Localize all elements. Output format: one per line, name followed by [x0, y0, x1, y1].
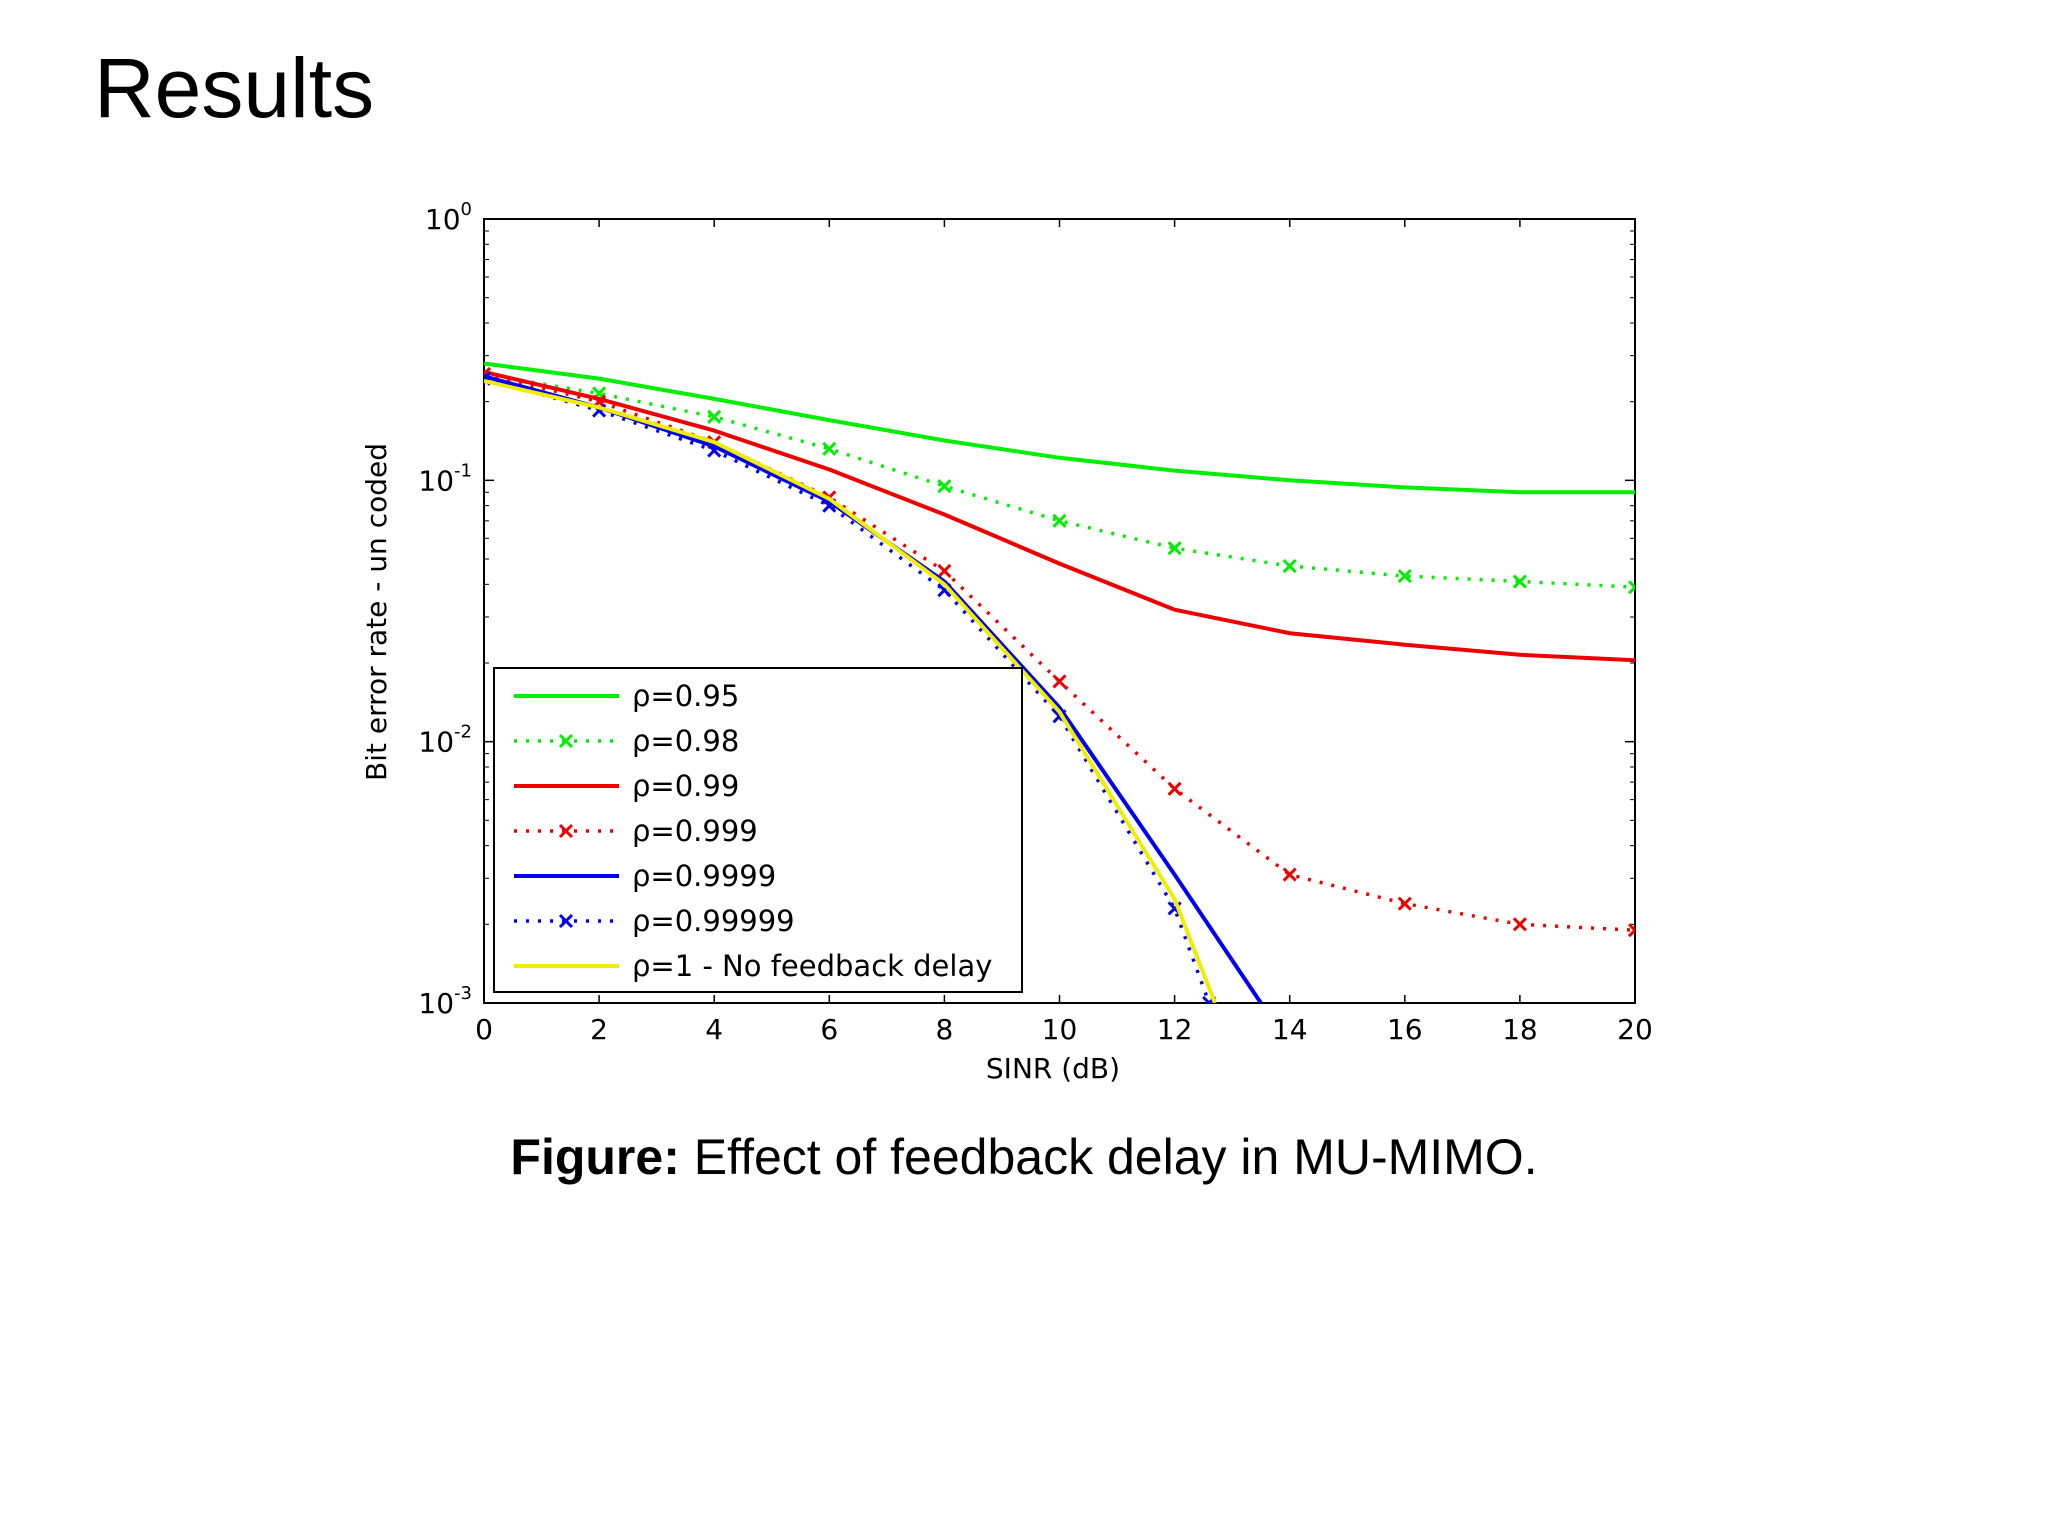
caption-text: Effect of feedback delay in MU-MIMO. — [679, 1129, 1538, 1185]
legend-label: ρ=1 - No feedback delay — [632, 949, 992, 983]
series-marker-3 — [1512, 917, 1527, 932]
legend-box — [493, 667, 1023, 993]
series-marker-1 — [822, 441, 837, 456]
series-marker-1 — [937, 479, 952, 494]
series-marker-3 — [1627, 923, 1635, 938]
series-group — [484, 361, 1635, 1003]
slide-title: Results — [94, 41, 375, 135]
series-line-6 — [484, 379, 1217, 1003]
legend-label: ρ=0.95 — [632, 679, 739, 713]
series-marker-3 — [937, 563, 952, 579]
series-marker-3 — [1397, 896, 1412, 911]
x-tick-label: 18 — [1502, 1013, 1538, 1046]
legend-label: ρ=0.98 — [632, 724, 739, 758]
series-marker-3 — [1167, 781, 1182, 796]
legend-label: ρ=0.99 — [632, 769, 739, 803]
series-marker-1 — [1282, 558, 1297, 574]
x-tick-label: 14 — [1272, 1013, 1308, 1046]
series-marker-1 — [1512, 574, 1527, 589]
legend: ρ=0.95 ρ=0.98 ρ=0.99 ρ=0.999 ρ=0.9999 ρ=0.999… — [493, 667, 1023, 993]
y-tick-label: 10-2 — [418, 722, 472, 759]
x-tick-label: 10 — [1042, 1013, 1078, 1046]
series-marker-1 — [1167, 541, 1182, 556]
x-tick-label: 6 — [820, 1013, 838, 1046]
x-tick-label: 12 — [1157, 1013, 1193, 1046]
series-marker-1 — [707, 409, 722, 424]
legend-label: ρ=0.99999 — [632, 904, 795, 938]
series-line-0 — [484, 361, 1635, 495]
x-tick-label: 2 — [590, 1013, 608, 1046]
figure-caption: Figure: Effect of feedback delay in MU-M… — [0, 1128, 2048, 1186]
legend-label: ρ=0.9999 — [632, 859, 776, 893]
x-tick-label: 16 — [1387, 1013, 1423, 1046]
x-tick-label: 20 — [1617, 1013, 1653, 1046]
series-marker-1 — [1052, 513, 1067, 528]
series-marker-1 — [1397, 569, 1412, 584]
x-tick-label: 4 — [705, 1013, 723, 1046]
x-tick-label: 8 — [935, 1013, 953, 1046]
series-marker-3 — [1282, 867, 1297, 882]
x-tick-label: 0 — [475, 1013, 493, 1046]
y-tick-label: 100 — [425, 199, 472, 236]
x-axis-label: SINR (dB) — [986, 1052, 1120, 1085]
caption-label: Figure: — [510, 1129, 680, 1185]
legend-marker — [558, 823, 574, 839]
y-axis-label: Bit error rate - un coded — [360, 443, 393, 781]
y-tick-label: 10-3 — [418, 983, 472, 1020]
legend-label: ρ=0.999 — [632, 814, 758, 848]
series-line-2 — [484, 369, 1635, 663]
series-marker-3 — [1052, 674, 1067, 689]
legend-marker — [558, 913, 574, 929]
series-marker-5 — [707, 443, 722, 458]
y-tick-label: 10-1 — [418, 460, 472, 497]
legend-marker — [558, 733, 574, 749]
series-marker-1 — [1627, 580, 1635, 595]
